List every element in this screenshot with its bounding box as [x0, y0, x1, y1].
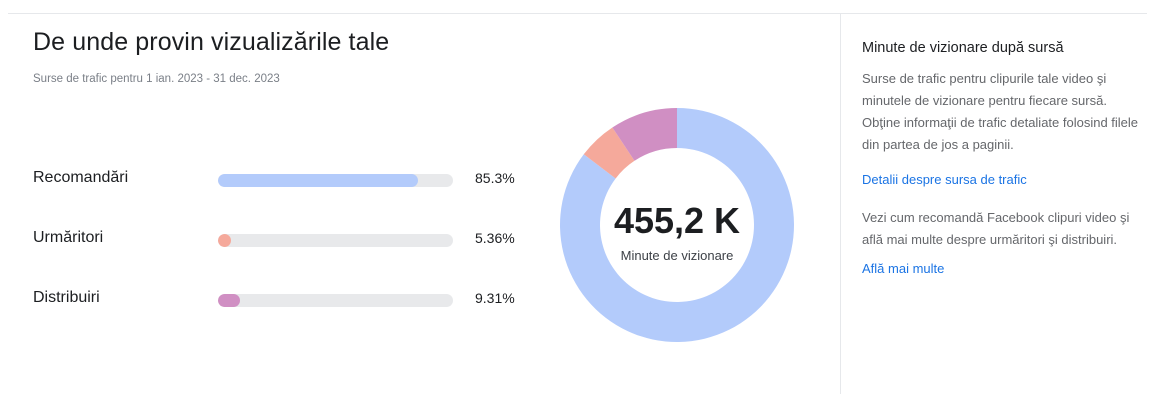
source-bar-fill	[218, 174, 419, 187]
donut-slice-recommendations	[560, 108, 794, 342]
traffic-source-details-link[interactable]: Detalii despre sursa de trafic	[862, 172, 1027, 187]
sidebar-title: Minute de vizionare după sursă	[862, 40, 1064, 56]
source-label: Distribuiri	[33, 289, 100, 306]
source-percent: 9.31%	[475, 290, 515, 306]
info-sidebar: Minute de vizionare după sursă Surse de …	[862, 40, 1147, 278]
top-divider	[8, 13, 1147, 14]
source-bar-track	[218, 174, 453, 187]
source-label: Urmăritori	[33, 229, 104, 246]
source-percent: 85.3%	[475, 170, 515, 186]
source-row-recommendations: Recomandări 85.3%	[33, 167, 533, 191]
watch-minutes-donut: 455,2 K Minute de vizionare	[560, 108, 794, 342]
source-label: Recomandări	[33, 169, 129, 186]
donut-slice-followers	[583, 127, 635, 179]
source-row-shares: Distribuiri 9.31%	[33, 287, 533, 311]
source-percent: 5.36%	[475, 230, 515, 246]
sidebar-description-secondary: Vezi cum recomandă Facebook clipuri vide…	[862, 210, 1130, 247]
source-bar-track	[218, 294, 453, 307]
learn-more-link[interactable]: Află mai multe	[862, 261, 945, 276]
sidebar-description: Surse de trafic pentru clipurile tale vi…	[862, 71, 1139, 152]
page-title: De unde provin vizualizările tale	[33, 28, 390, 56]
source-row-followers: Urmăritori 5.36%	[33, 227, 533, 251]
source-bar-fill	[218, 234, 231, 247]
source-bar-fill	[218, 294, 240, 307]
donut-slice-shares	[612, 108, 677, 161]
source-bar-track	[218, 234, 453, 247]
donut-total-value: 455,2 K	[613, 200, 741, 241]
panel-divider	[840, 14, 841, 394]
date-range-subtitle: Surse de trafic pentru 1 ian. 2023 - 31 …	[33, 73, 280, 85]
donut-chart	[560, 108, 794, 342]
donut-caption: Minute de vizionare	[620, 248, 734, 263]
